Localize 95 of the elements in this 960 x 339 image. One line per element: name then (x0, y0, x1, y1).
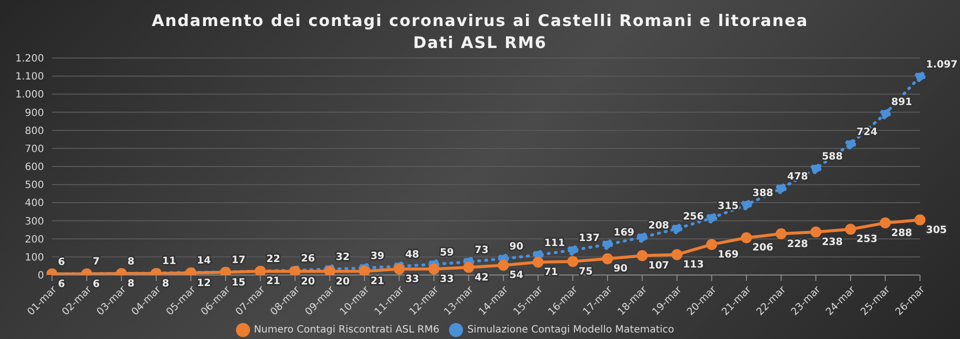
data-label: 6 (58, 256, 65, 268)
point (845, 138, 856, 150)
point (880, 108, 891, 120)
data-label: 48 (405, 249, 420, 260)
point (636, 250, 648, 262)
data-label: 6 (58, 278, 65, 290)
point (776, 183, 787, 194)
data-label: 315 (718, 201, 739, 212)
data-label: 208 (648, 220, 670, 232)
point (810, 226, 822, 238)
data-label: 42 (474, 272, 489, 284)
data-label: 111 (544, 238, 565, 249)
data-label: 17 (232, 254, 246, 266)
data-label: 228 (787, 238, 808, 250)
data-label: 20 (301, 276, 315, 288)
data-label: 238 (822, 236, 843, 248)
point (567, 256, 578, 267)
point (463, 262, 474, 273)
data-label: 11 (162, 256, 176, 268)
point (740, 232, 752, 244)
data-label: 21 (370, 276, 384, 288)
data-label: 15 (232, 277, 246, 288)
point (914, 214, 926, 226)
data-label: 206 (752, 242, 774, 254)
point (740, 199, 752, 210)
point (706, 238, 718, 250)
y-tick-label: 200 (24, 234, 44, 246)
point (567, 244, 578, 256)
data-label: 32 (336, 252, 350, 264)
point (636, 232, 648, 243)
chart-subtitle: Dati ASL RM6 (412, 32, 548, 54)
y-tick-label: 0 (38, 270, 44, 282)
point (880, 217, 891, 228)
data-label: 113 (682, 260, 704, 271)
data-label: 20 (336, 276, 350, 288)
point (532, 256, 544, 268)
data-label: 21 (266, 276, 280, 288)
y-tick-label: 600 (24, 162, 44, 174)
chart-title: Andamento dei contagi coronavirus ai Castelli Romani e litoranea (150, 10, 810, 32)
point (358, 266, 370, 275)
point (394, 264, 405, 275)
data-label: 7 (92, 256, 100, 268)
data-label: 59 (440, 247, 454, 258)
point (776, 228, 787, 240)
data-label: 12 (196, 278, 211, 289)
legend-label: Simulazione Contagi Modello Matematico (467, 324, 674, 336)
y-tick-label: 1.100 (15, 72, 44, 83)
point (602, 238, 614, 250)
y-tick-label: 800 (24, 126, 44, 137)
data-label: 8 (127, 278, 134, 290)
data-label: 73 (474, 244, 489, 256)
data-label: 588 (822, 152, 843, 163)
data-label: 169 (718, 249, 739, 260)
data-label: 253 (856, 234, 878, 246)
data-label: 6 (92, 278, 100, 290)
y-tick-label: 700 (24, 144, 44, 155)
data-label: 22 (266, 254, 280, 266)
y-tick-label: 1.200 (15, 54, 44, 65)
y-tick-label: 1.000 (15, 90, 44, 101)
point (671, 249, 682, 260)
data-label: 26 (301, 253, 315, 264)
data-label: 71 (544, 267, 558, 278)
data-label: 33 (405, 274, 420, 286)
point (914, 71, 926, 82)
data-label: 256 (682, 212, 704, 223)
data-label: 107 (648, 260, 670, 272)
legend-label: Numero Contagi Riscontrati ASL RM6 (254, 324, 440, 336)
point (706, 212, 718, 224)
data-label: 39 (370, 250, 384, 262)
point (845, 224, 856, 235)
data-label: 169 (614, 227, 634, 238)
point (671, 223, 682, 234)
data-label: 33 (440, 274, 454, 286)
y-tick-label: 900 (24, 108, 44, 119)
data-label: 75 (578, 266, 593, 278)
y-tick-label: 300 (24, 216, 44, 228)
point (498, 260, 509, 271)
data-label: 90 (509, 242, 524, 253)
data-label: 288 (891, 228, 912, 239)
data-label: 137 (578, 233, 600, 244)
point (602, 253, 614, 264)
data-label: 724 (856, 127, 878, 138)
point (428, 264, 440, 275)
y-tick-label: 500 (24, 180, 44, 192)
data-label: 8 (162, 278, 170, 290)
point (810, 163, 822, 174)
data-label: 8 (127, 256, 134, 268)
y-tick-label: 100 (24, 252, 44, 264)
data-label: 1.097 (926, 60, 958, 71)
data-label: 54 (509, 270, 524, 282)
data-label: 14 (196, 255, 211, 266)
y-tick-label: 400 (24, 198, 44, 210)
data-label: 90 (614, 264, 628, 275)
data-label: 305 (926, 224, 947, 236)
data-label: 891 (891, 96, 912, 108)
